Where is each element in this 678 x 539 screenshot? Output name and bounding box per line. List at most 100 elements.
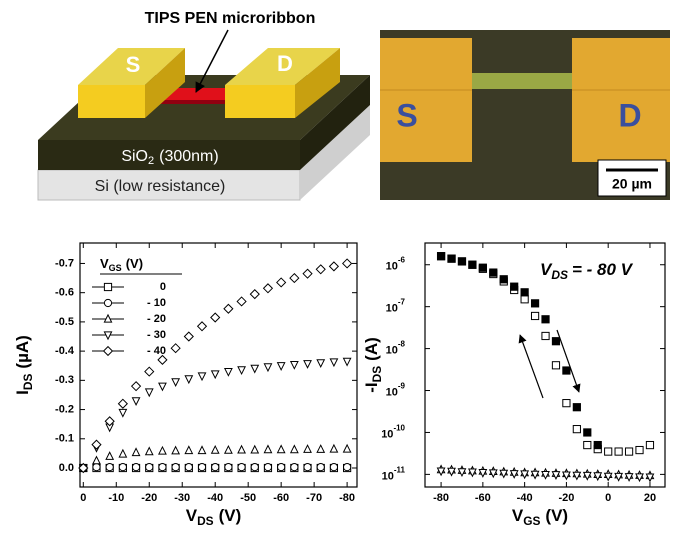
y-tick-label: -0.3 [55,374,74,386]
ribbon-front [150,100,225,104]
data-point [468,468,477,478]
y-tick-label: 10-8 [386,340,406,357]
data-point [223,303,234,314]
data-point [551,471,561,480]
x-tick-label: -50 [240,492,256,504]
y-tick-exponent: -6 [398,256,406,265]
data-point [303,360,312,369]
data-point [645,473,655,483]
y-tick-base: 10 [381,428,393,440]
data-point [236,296,247,307]
data-point [303,444,312,453]
data-point [289,272,300,284]
data-point [170,343,181,354]
data-point [509,470,519,479]
data-point [171,378,181,388]
x-axis-label-rest: (V) [219,506,242,525]
data-point [572,425,581,434]
data-point [488,469,498,479]
data-point [104,416,115,427]
drain-side [295,48,340,118]
y-tick-exponent: -9 [398,382,406,391]
data-point [263,363,273,373]
data-point [197,372,207,382]
y-tick-label: -0.4 [55,345,75,357]
source-front [78,85,145,118]
drain-label: D [277,51,293,76]
data-point [237,366,246,376]
substrate-label: Si (low resistance) [95,178,226,195]
data-point [315,264,326,275]
data-point [78,462,89,474]
data-point [329,443,339,453]
x-tick-label: -80 [339,492,355,504]
data-point [210,370,220,380]
data-point [197,463,207,472]
drain-electrode [572,38,670,162]
source-label: S [396,97,417,133]
data-point [342,357,352,367]
legend-label: - 40 [147,345,166,357]
legend-marker [103,298,113,308]
data-point [210,444,220,454]
data-point [447,467,456,477]
data-point [520,288,529,297]
y-tick-base: 10 [386,386,398,398]
y-tick-exponent: -8 [398,340,406,349]
data-point [541,470,550,480]
x-tick-label: -40 [207,492,223,504]
data-point [603,472,613,482]
x-tick-label: -80 [433,492,449,504]
data-point [171,445,181,455]
micrograph: S D 20 µm [380,30,670,200]
data-point [144,446,154,456]
data-point [276,277,287,288]
data-point [530,299,540,308]
data-point [343,463,352,472]
legend-marker [103,331,113,341]
data-point [184,445,194,455]
reverse-sweep-arrow [518,334,544,399]
data-point [510,282,519,291]
data-point [478,469,488,478]
data-point [499,469,509,479]
data-point [562,399,571,408]
y-axis-label-rest: (A) [362,337,381,361]
data-point [635,445,644,455]
data-point [342,258,353,269]
data-point [289,444,299,454]
legend-label: - 10 [147,297,166,309]
schematic-title: TIPS PEN microribbon [145,10,316,27]
y-tick-base: 10 [382,470,394,482]
data-point [197,445,207,455]
data-point [196,321,208,332]
data-point [303,463,312,472]
data-point [624,447,634,456]
y-tick-label: -0.1 [55,433,74,445]
data-point [645,440,655,450]
data-point [249,289,260,300]
y-tick-label: -0.7 [55,257,74,269]
y-axis-label-sub: DS [370,366,384,383]
x-axis-label-sub: GS [523,514,540,528]
y-tick-base: 10 [386,303,398,315]
y-tick-exponent: -10 [393,424,405,433]
data-point [105,451,115,460]
y-axis-label-main: -I [362,382,381,392]
data-point [237,444,246,454]
data-point [572,471,582,481]
y-tick-exponent: -7 [398,298,406,307]
data-point [277,463,286,472]
data-point [562,471,571,481]
y-tick-label: 10-6 [386,256,406,273]
oxide-subscript: 2 [148,155,154,167]
x-axis-label-rest: (V) [545,506,568,525]
scale-box [597,159,667,197]
x-tick-label: -10 [108,492,124,504]
data-point [329,463,339,472]
data-point [263,444,273,454]
drain-label: D [618,97,641,133]
data-point [158,382,167,392]
